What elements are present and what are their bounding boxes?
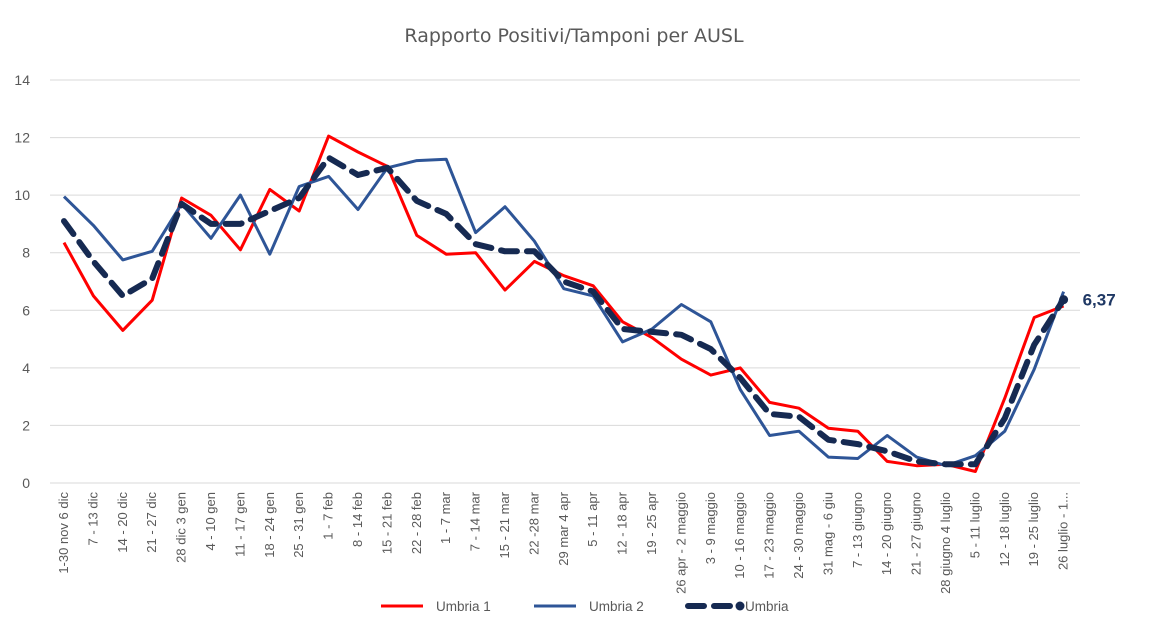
x-tick-label: 1 - 7 feb bbox=[321, 492, 336, 540]
x-tick-label: 26 luglio - 1... bbox=[1056, 492, 1071, 570]
legend: Umbria 1 Umbria 2 Umbria bbox=[381, 599, 789, 614]
x-tick-label: 31 mag - 6 giu bbox=[820, 492, 835, 575]
y-tick-label: 10 bbox=[14, 187, 30, 203]
series-line-umbria-1 bbox=[62, 134, 1065, 473]
y-tick-label: 8 bbox=[22, 245, 30, 261]
y-tick-label: 6 bbox=[22, 302, 30, 318]
x-tick-label: 21 - 27 giugno bbox=[909, 492, 924, 575]
x-tick-label: 17 - 23 maggio bbox=[762, 492, 777, 579]
x-tick-label: 3 - 9 maggio bbox=[703, 492, 718, 564]
last-value-marker bbox=[1059, 295, 1069, 305]
x-tick-label: 14 - 20 dic bbox=[115, 492, 130, 553]
series-line-umbria bbox=[61, 154, 1067, 468]
legend-label: Umbria 1 bbox=[436, 599, 491, 614]
x-tick-label: 5 - 11 luglio bbox=[967, 492, 982, 558]
x-tick-label: 19 - 25 apr bbox=[644, 491, 659, 555]
x-tick-label: 12 - 18 luglio bbox=[997, 492, 1012, 566]
x-tick-label: 22 -28 mar bbox=[526, 491, 541, 555]
x-tick-label: 1 - 7 mar bbox=[438, 491, 453, 544]
x-tick-label: 28 giugno 4 luglio bbox=[938, 492, 953, 594]
x-tick-label: 29 mar 4 apr bbox=[556, 491, 571, 565]
x-tick-label: 19 - 25 luglio bbox=[1026, 492, 1041, 566]
y-tick-label: 4 bbox=[22, 360, 30, 376]
x-tick-label: 24 - 30 maggio bbox=[791, 492, 806, 579]
chart-title: Rapporto Positivi/Tamponi per AUSL bbox=[404, 25, 744, 47]
x-tick-label: 26 apr - 2 maggio bbox=[673, 492, 688, 594]
legend-label: Umbria bbox=[745, 599, 789, 614]
x-tick-label: 8 - 14 feb bbox=[350, 492, 365, 547]
x-tick-label: 10 - 16 maggio bbox=[732, 492, 747, 579]
x-tick-label: 14 - 20 giugno bbox=[879, 492, 894, 575]
x-axis-ticks: 1-30 nov 6 dic 7 - 13 dic 14 - 20 dic 21 - … bbox=[56, 491, 1071, 594]
x-tick-label: 12 - 18 apr bbox=[615, 491, 630, 555]
x-tick-label: 1-30 nov 6 dic bbox=[56, 492, 71, 574]
x-tick-label: 15 - 21 mar bbox=[497, 491, 512, 558]
x-tick-label: 7 - 13 giugno bbox=[850, 492, 865, 568]
x-tick-label: 4 - 10 gen bbox=[203, 492, 218, 551]
x-tick-label: 18 - 24 gen bbox=[262, 492, 277, 558]
x-tick-label: 28 dic 3 gen bbox=[174, 492, 189, 563]
x-tick-label: 7 - 13 dic bbox=[85, 492, 100, 546]
last-value-label: 6,37 bbox=[1083, 291, 1116, 310]
y-tick-label: 2 bbox=[22, 417, 30, 433]
x-tick-label: 7 - 14 mar bbox=[468, 491, 483, 551]
x-tick-label: 21 - 27 dic bbox=[144, 492, 159, 553]
gridlines bbox=[50, 79, 1080, 484]
legend-marker bbox=[735, 601, 745, 611]
x-tick-label: 22 - 28 feb bbox=[409, 492, 424, 554]
y-tick-label: 0 bbox=[22, 475, 30, 491]
x-tick-label: 25 - 31 gen bbox=[291, 492, 306, 558]
series-line-umbria-2 bbox=[62, 157, 1066, 468]
x-tick-label: 11 - 17 gen bbox=[232, 492, 247, 557]
y-tick-label: 14 bbox=[14, 72, 30, 88]
x-tick-label: 15 - 21 feb bbox=[379, 492, 394, 554]
series-lines bbox=[61, 134, 1069, 473]
y-axis-ticks: 0 2 4 6 8 10 12 14 bbox=[14, 72, 30, 491]
legend-label: Umbria 2 bbox=[589, 599, 644, 614]
y-tick-label: 12 bbox=[14, 130, 30, 146]
x-tick-label: 5 - 11 apr bbox=[585, 491, 600, 546]
